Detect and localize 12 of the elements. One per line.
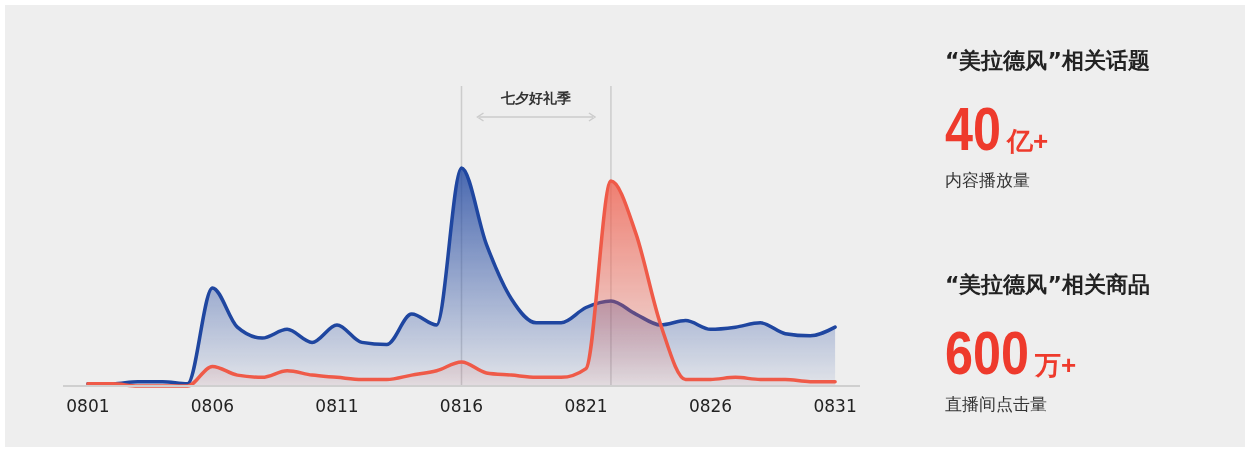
- text: “美拉德风”相关话题: [945, 48, 1150, 73]
- text: 直播间点击量: [945, 394, 1047, 414]
- text: “美拉德风”相关商品: [945, 272, 1150, 297]
- text: 内容播放量: [945, 170, 1030, 190]
- x-tick-label: 0826: [688, 396, 733, 416]
- x-tick-label: 0811: [315, 396, 359, 416]
- x-tick-label: 0816: [439, 396, 484, 416]
- x-tick-label: 0806: [190, 396, 235, 416]
- x-tick-label: 0801: [66, 396, 110, 416]
- text: 七夕好礼季: [500, 90, 572, 106]
- x-tick-label: 0821: [564, 396, 608, 416]
- x-tick-label: 0831: [813, 396, 857, 416]
